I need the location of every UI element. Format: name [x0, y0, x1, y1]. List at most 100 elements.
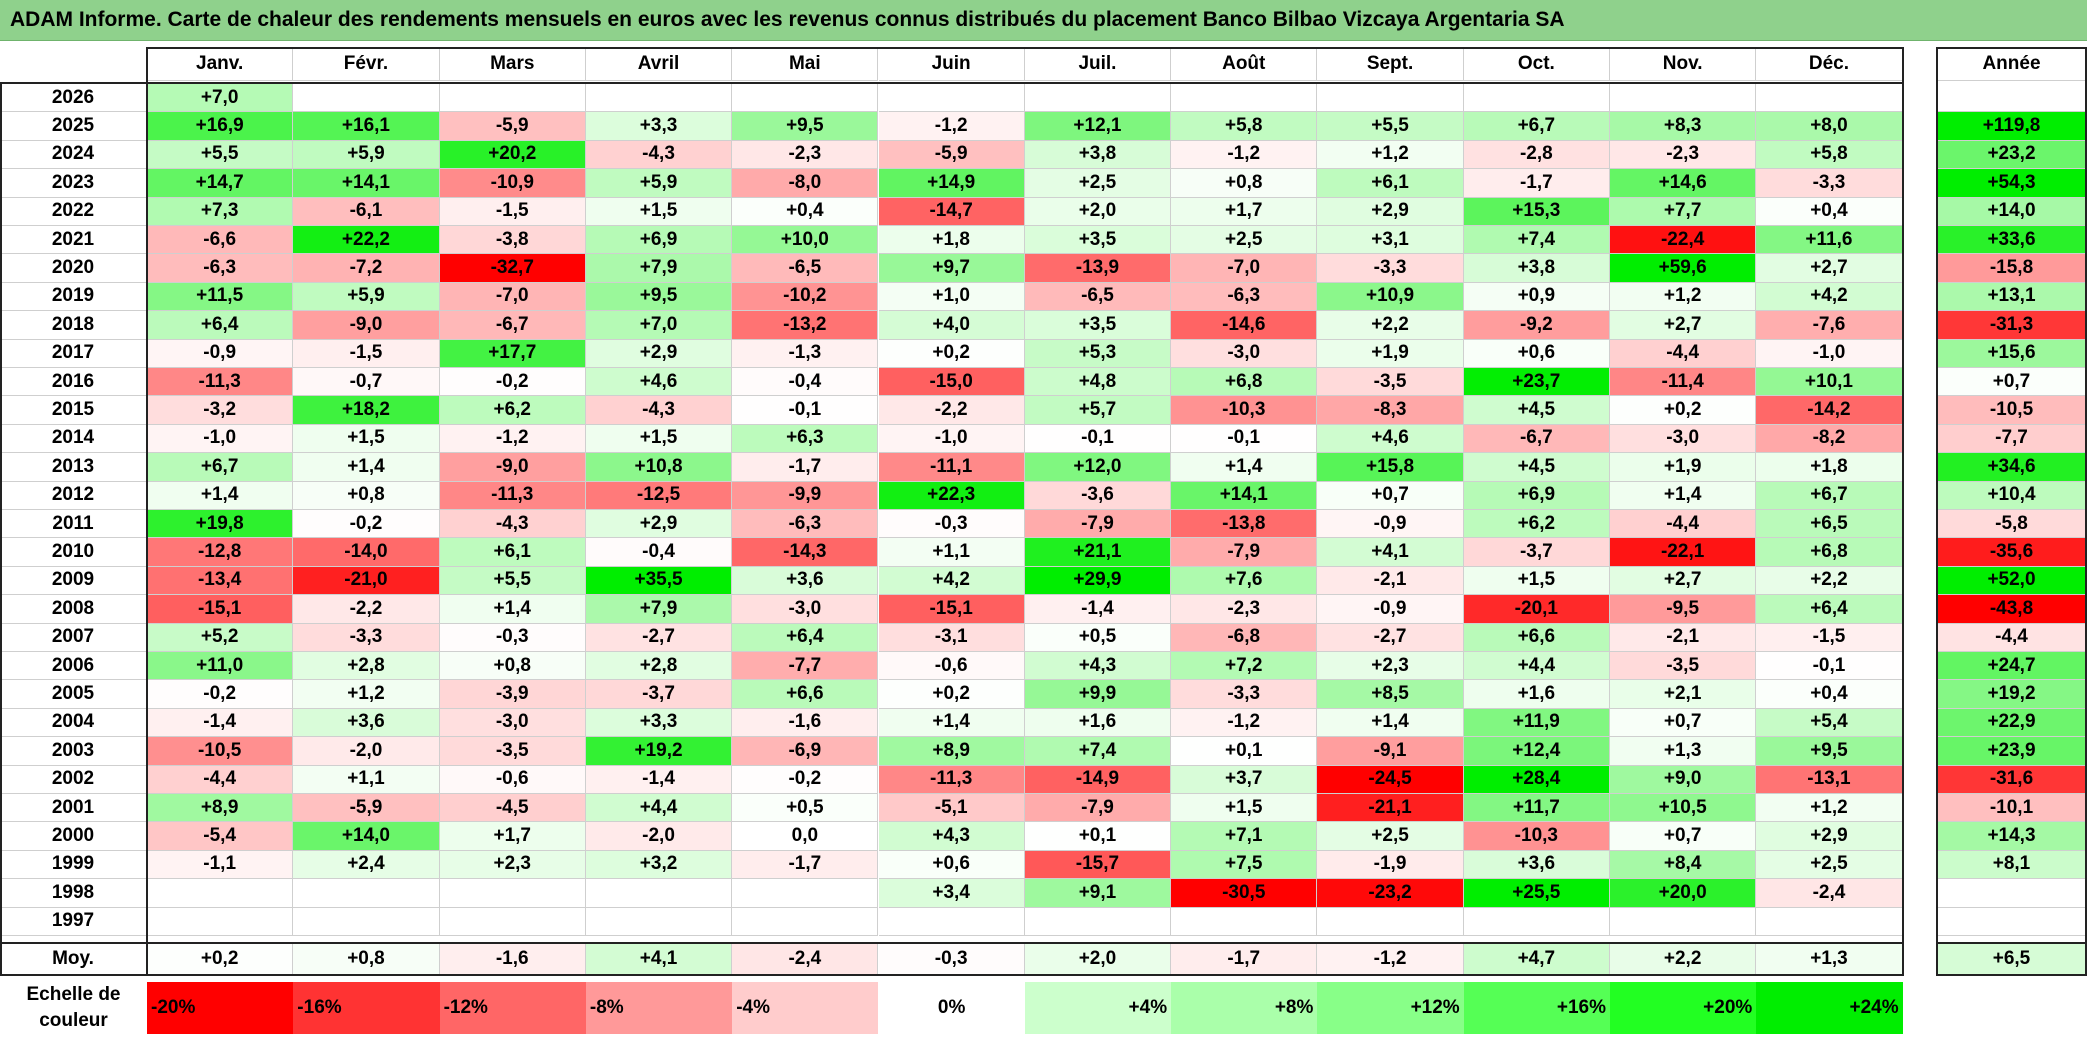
year-label: 1997 — [0, 907, 147, 936]
heatmap-cell: -3,1 — [878, 623, 1025, 652]
heatmap-cell: -0,6 — [878, 652, 1025, 681]
heatmap-cell — [439, 879, 586, 908]
year-label: 2024 — [0, 140, 147, 170]
year-label: 2019 — [0, 282, 147, 312]
heatmap-cell: +4,4 — [1463, 652, 1610, 681]
heatmap-cell: +1,2 — [293, 680, 440, 709]
heatmap-cell: +9,5 — [585, 282, 733, 312]
heatmap-cell: +4,8 — [1024, 368, 1172, 397]
heatmap-cell: -6,3 — [147, 254, 294, 283]
heatmap-cell: +6,9 — [1463, 481, 1610, 510]
month-header: Juil. — [1024, 48, 1172, 81]
heatmap-cell: -2,7 — [1317, 623, 1464, 652]
heatmap-cell: +2,5 — [1024, 169, 1172, 198]
average-cell: +2,2 — [1610, 944, 1757, 975]
heatmap-cell: -1,4 — [1024, 595, 1172, 624]
heatmap-cell: -6,3 — [732, 510, 879, 539]
heatmap-cell: +5,5 — [1317, 112, 1464, 141]
heatmap-cell: +7,4 — [1463, 226, 1610, 255]
heatmap-cell: +6,1 — [439, 538, 586, 567]
heatmap-cell: +1,6 — [1024, 708, 1172, 738]
heatmap-cell: +16,9 — [147, 112, 294, 141]
annual-cell: -7,7 — [1937, 424, 2087, 454]
annual-cell: +119,8 — [1937, 112, 2087, 141]
heatmap-cell: +20,2 — [439, 140, 586, 170]
heatmap-cell: +4,2 — [1756, 282, 1903, 312]
heatmap-cell: +1,1 — [293, 765, 440, 794]
heatmap-cell: -5,1 — [878, 794, 1025, 823]
heatmap-cell: +2,5 — [1756, 850, 1903, 880]
heatmap-cell: +1,9 — [1317, 339, 1464, 368]
heatmap-cell: -0,9 — [147, 339, 294, 368]
heatmap-cell: -1,5 — [1756, 623, 1903, 652]
heatmap-cell: -3,3 — [1756, 169, 1903, 198]
heatmap-cell: -14,3 — [732, 538, 879, 567]
annual-cell — [1937, 84, 2087, 113]
heatmap-cell: +6,8 — [1756, 538, 1903, 567]
heatmap-cell: +4,1 — [1317, 538, 1464, 567]
heatmap-cell: -2,7 — [585, 623, 733, 652]
year-label: 2012 — [0, 481, 147, 510]
heatmap-cell: -8,3 — [1317, 396, 1464, 425]
annual-cell: -15,8 — [1937, 254, 2087, 283]
heatmap-cell: +2,4 — [293, 850, 440, 880]
heatmap-cell: +8,9 — [878, 737, 1025, 766]
heatmap-cell: +8,5 — [1317, 680, 1464, 709]
heatmap-cell: +14,0 — [293, 822, 440, 851]
heatmap-cell: +7,2 — [1171, 652, 1318, 681]
heatmap-cell: -20,1 — [1463, 595, 1610, 624]
heatmap-cell: +14,1 — [293, 169, 440, 198]
heatmap-cell: +14,6 — [1610, 169, 1757, 198]
month-header: Août — [1171, 48, 1318, 81]
annual-cell: +0,7 — [1937, 368, 2087, 397]
heatmap-cell: -3,2 — [147, 396, 294, 425]
heatmap-cell: +4,2 — [878, 566, 1025, 596]
heatmap-cell: -1,0 — [878, 424, 1025, 454]
year-label: 2023 — [0, 169, 147, 198]
year-label: 2007 — [0, 623, 147, 652]
heatmap-cell: +14,1 — [1171, 481, 1318, 510]
heatmap-cell: +12,0 — [1024, 453, 1172, 482]
heatmap-cell: +1,2 — [1756, 794, 1903, 823]
heatmap-cell: +0,4 — [732, 197, 879, 226]
heatmap-cell: +5,2 — [147, 623, 294, 652]
heatmap-cell: +7,9 — [585, 595, 733, 624]
heatmap-cell: +16,1 — [293, 112, 440, 141]
heatmap-cell: +0,2 — [878, 680, 1025, 709]
heatmap-cell: -9,0 — [293, 311, 440, 340]
heatmap-cell: +7,3 — [147, 197, 294, 226]
heatmap-cell: +28,4 — [1463, 765, 1610, 794]
heatmap-cell: +6,8 — [1171, 368, 1318, 397]
heatmap-cell — [585, 84, 733, 113]
heatmap-cell: +4,6 — [585, 368, 733, 397]
heatmap-cell — [1171, 84, 1318, 113]
heatmap-cell: -0,7 — [293, 368, 440, 397]
heatmap-cell: -6,9 — [732, 737, 879, 766]
year-label: 1998 — [0, 879, 147, 908]
heatmap-cell: -0,2 — [439, 368, 586, 397]
heatmap-cell: -10,3 — [1171, 396, 1318, 425]
heatmap-cell: -9,9 — [732, 481, 879, 510]
annual-average-separator — [1936, 942, 2087, 944]
heatmap-cell: -13,4 — [147, 566, 294, 596]
heatmap-cell: -1,3 — [732, 339, 879, 368]
annual-cell: -10,1 — [1937, 794, 2087, 823]
heatmap-cell: -10,9 — [439, 169, 586, 198]
heatmap-cell: -15,7 — [1024, 850, 1172, 880]
heatmap-cell: -22,1 — [1610, 538, 1757, 567]
heatmap-cell: +1,8 — [878, 226, 1025, 255]
heatmap-cell: -2,3 — [732, 140, 879, 170]
year-label: 2013 — [0, 453, 147, 482]
heatmap-cell: +5,4 — [1756, 708, 1903, 738]
heatmap-cell: -0,3 — [878, 510, 1025, 539]
heatmap-cell: +6,7 — [1756, 481, 1903, 510]
heatmap-cell: +2,7 — [1756, 254, 1903, 283]
heatmap-cell: -9,2 — [1463, 311, 1610, 340]
heatmap-cell: +3,6 — [732, 566, 879, 596]
heatmap-cell: -2,1 — [1610, 623, 1757, 652]
heatmap-cell: -1,9 — [1317, 850, 1464, 880]
heatmap-cell: -11,4 — [1610, 368, 1757, 397]
heatmap-cell: +1,4 — [1317, 708, 1464, 738]
heatmap-cell — [732, 907, 879, 936]
heatmap-cell — [1756, 907, 1903, 936]
